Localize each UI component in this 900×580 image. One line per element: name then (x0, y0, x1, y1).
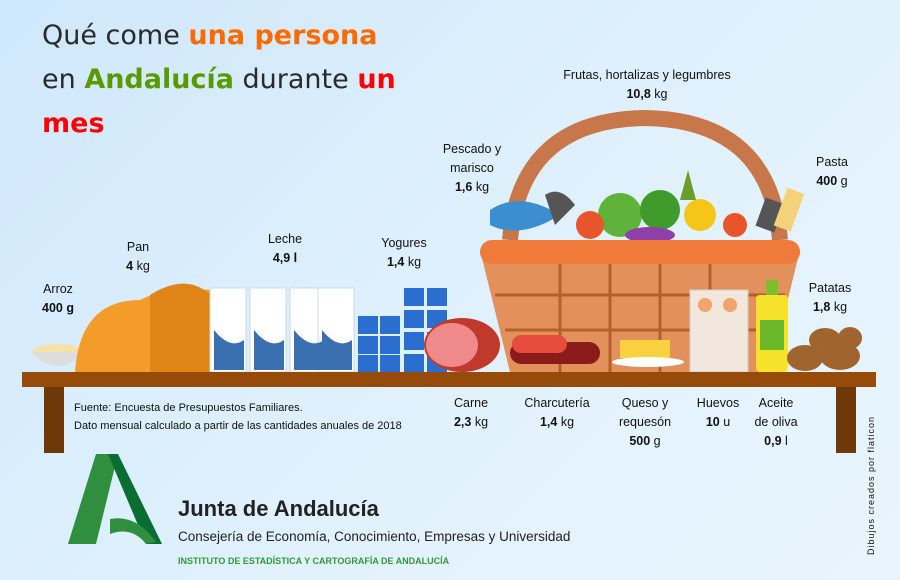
item-unit: u (719, 415, 731, 429)
item-name: Patatas (808, 281, 852, 295)
label-charcuteria: Charcutería 1,4 kg (524, 394, 589, 432)
item-name: Arroz (43, 282, 73, 296)
item-value: 1,4 (539, 415, 558, 429)
eggs-icon (689, 289, 749, 373)
item-value: 0,9 (764, 434, 782, 448)
label-yogures: Yogures 1,4 kg (381, 234, 426, 272)
item-name: Pasta (816, 155, 848, 169)
olive-oil-icon (756, 280, 788, 372)
item-value: 4 (126, 259, 134, 273)
item-unit: kg (650, 87, 668, 101)
item-value: 1,4 (386, 255, 405, 269)
brand-institute: INSTITUTO DE ESTADÍSTICA Y CARTOGRAFÍA D… (178, 556, 450, 566)
title-text: Qué come (42, 20, 189, 51)
item-value: 500 (629, 434, 651, 448)
label-queso: Queso y requesón 500 g (619, 394, 671, 451)
item-value: 4,9 l (272, 251, 298, 265)
food-illustration (32, 109, 862, 373)
item-unit: kg (471, 415, 489, 429)
item-name: Charcutería (524, 396, 590, 410)
fish-icon (490, 191, 575, 231)
item-name: Pescado y (442, 142, 502, 156)
label-carne: Carne 2,3 kg (454, 394, 488, 432)
label-frutas: Frutas, hortalizas y legumbres 10,8 kg (563, 66, 730, 104)
label-pescado: Pescado y marisco 1,6 kg (443, 140, 501, 197)
brand-name: Junta de Andalucía (178, 496, 379, 521)
label-pasta: Pasta 400 g (816, 153, 848, 191)
item-name: Carne (453, 396, 489, 410)
brand-department: Consejería de Economía, Conocimiento, Em… (178, 529, 571, 544)
sausage-icon (510, 335, 600, 364)
table-leg (836, 387, 856, 453)
title-text: en (42, 64, 85, 95)
pasta-icon (755, 187, 805, 233)
item-unit: kg (133, 259, 150, 273)
item-value: 10,8 (626, 87, 651, 101)
source-line: Fuente: Encuesta de Presupuestos Familia… (74, 402, 303, 414)
item-name: Aceite (758, 396, 794, 410)
item-value: 400 g (42, 301, 74, 315)
item-name: de oliva (754, 415, 798, 429)
rice-icon (32, 344, 84, 366)
item-value: 1,8 (812, 300, 831, 314)
item-name: requesón (618, 415, 672, 429)
basket-handle (502, 109, 788, 241)
table-leg (44, 387, 64, 453)
item-name: Pan (126, 240, 150, 254)
item-value: 1,6 (454, 180, 473, 194)
table-top (22, 372, 876, 387)
item-unit: kg (830, 300, 848, 314)
item-value: 400 (816, 174, 838, 188)
item-name: Frutas, hortalizas y legumbres (563, 68, 731, 82)
item-value: 2,3 (453, 415, 472, 429)
junta-logo-icon (68, 454, 162, 544)
item-name: Huevos (696, 396, 740, 410)
label-huevos: Huevos 10 u (697, 394, 739, 432)
produce-icon (576, 170, 747, 243)
potatoes-icon (787, 327, 862, 371)
title-highlight-month: mes (42, 108, 105, 139)
image-credit: Dibujos creados por flaticon (866, 415, 876, 555)
label-leche: Leche 4,9 l (268, 230, 302, 268)
item-unit: kg (404, 255, 422, 269)
item-unit: g (650, 434, 661, 448)
title-text: durante (233, 64, 358, 95)
label-patatas: Patatas 1,8 kg (809, 279, 851, 317)
item-unit: l (781, 434, 788, 448)
label-arroz: Arroz 400 g (42, 280, 74, 318)
cheese-icon (612, 340, 684, 367)
item-name: Queso y (621, 396, 669, 410)
title-highlight-month: un (357, 64, 396, 95)
item-unit: kg (557, 415, 575, 429)
page-title: Qué come una persona en Andalucía durant… (42, 14, 422, 146)
yogurt-icon (358, 288, 447, 372)
title-highlight-person: una persona (188, 20, 378, 51)
label-pan: Pan 4 kg (126, 238, 150, 276)
bread-icon (75, 283, 215, 372)
meat-icon (424, 318, 500, 372)
item-name: Yogures (381, 236, 427, 250)
item-name: marisco (450, 161, 494, 175)
title-highlight-andalucia: Andalucía (84, 64, 234, 95)
label-aceite: Aceite de oliva 0,9 l (754, 394, 797, 451)
item-value: 10 (705, 415, 720, 429)
source-line: Dato mensual calculado a partir de las c… (74, 420, 402, 432)
item-name: Leche (267, 232, 303, 246)
source-note: Fuente: Encuesta de Presupuestos Familia… (74, 399, 402, 435)
item-unit: kg (472, 180, 490, 194)
item-unit: g (837, 174, 848, 188)
